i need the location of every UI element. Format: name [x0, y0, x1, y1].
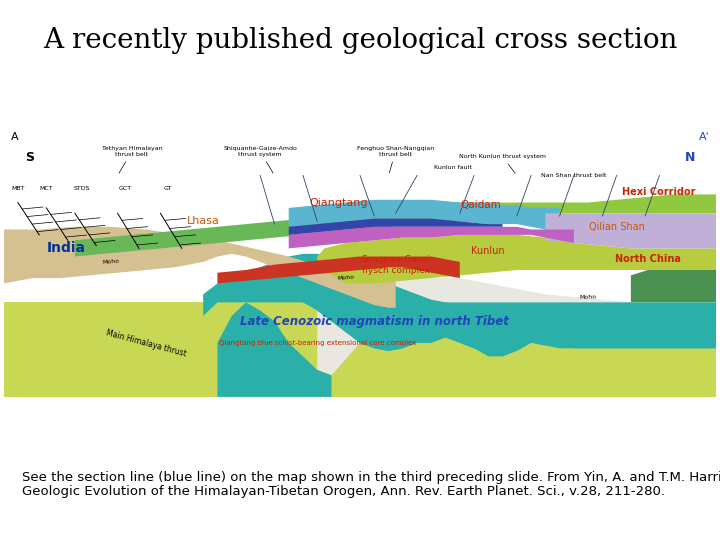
Text: MCT: MCT [40, 186, 53, 192]
Polygon shape [217, 256, 460, 284]
Polygon shape [289, 219, 503, 235]
Text: Qaidam: Qaidam [461, 200, 502, 210]
Text: GT: GT [163, 186, 172, 192]
Text: Moho: Moho [580, 294, 597, 300]
Polygon shape [545, 213, 716, 248]
Text: North Kunlun thrust system: North Kunlun thrust system [459, 154, 546, 173]
Text: Tethyan Himalayan
thrust belt: Tethyan Himalayan thrust belt [102, 146, 162, 173]
Text: Fenghuo Shan-Nangqian
thrust belt: Fenghuo Shan-Nangqian thrust belt [357, 146, 434, 173]
Text: STDS: STDS [73, 186, 90, 192]
Polygon shape [75, 202, 467, 256]
Polygon shape [631, 248, 716, 302]
Polygon shape [289, 227, 574, 248]
Text: Qilian Shan: Qilian Shan [589, 222, 644, 232]
Polygon shape [4, 275, 716, 356]
Text: Qiangtang: Qiangtang [310, 198, 368, 207]
Text: North China: North China [615, 254, 681, 264]
Polygon shape [318, 235, 716, 284]
Text: Nan Shan thrust belt: Nan Shan thrust belt [541, 173, 606, 178]
Polygon shape [318, 278, 716, 375]
Text: MBT: MBT [11, 186, 24, 192]
Text: Shiquanhe-Gaize-Amdo
thrust system: Shiquanhe-Gaize-Amdo thrust system [223, 146, 297, 173]
Text: Lhasa: Lhasa [186, 217, 220, 226]
Text: Kunlun: Kunlun [472, 246, 505, 256]
Polygon shape [4, 302, 716, 397]
Text: Late Cenozoic magmatism in north Tibet: Late Cenozoic magmatism in north Tibet [240, 315, 509, 328]
Text: Kunlun fault: Kunlun fault [433, 165, 472, 170]
Text: A recently published geological cross section: A recently published geological cross se… [42, 26, 678, 53]
Text: GCT: GCT [118, 186, 131, 192]
Text: S: S [25, 151, 34, 164]
Text: Moho: Moho [337, 275, 354, 281]
Text: Qiangtang blue schist-bearing extensional core complex: Qiangtang blue schist-bearing extensiona… [219, 340, 416, 346]
Text: Moho: Moho [102, 259, 120, 265]
Polygon shape [4, 227, 396, 308]
Text: See the section line (blue line) on the map shown in the third preceding slide. : See the section line (blue line) on the … [22, 471, 720, 484]
Text: N: N [685, 151, 695, 164]
Text: Main Himalaya thrust: Main Himalaya thrust [105, 328, 187, 358]
Polygon shape [289, 200, 559, 232]
Text: Hexi Corridor: Hexi Corridor [621, 187, 695, 197]
Polygon shape [4, 302, 331, 397]
Polygon shape [389, 194, 716, 213]
Text: A: A [11, 132, 18, 143]
Text: Songpan-Ganzi
flysch complex: Songpan-Ganzi flysch complex [361, 254, 430, 275]
Text: India: India [46, 241, 86, 255]
Polygon shape [203, 254, 716, 356]
Text: A': A' [698, 132, 709, 143]
Text: Geologic Evolution of the Himalayan-Tibetan Orogen, Ann. Rev. Earth Planet. Sci.: Geologic Evolution of the Himalayan-Tibe… [22, 485, 665, 498]
